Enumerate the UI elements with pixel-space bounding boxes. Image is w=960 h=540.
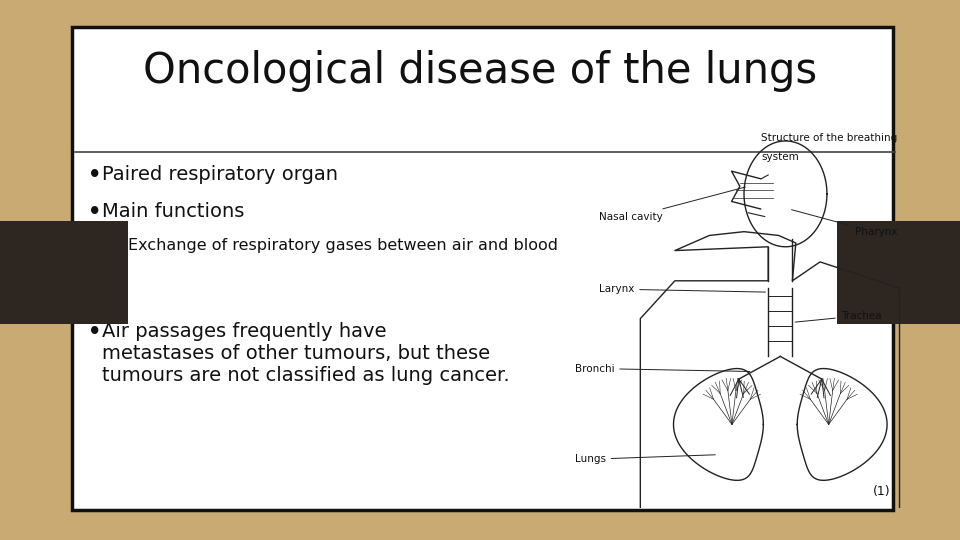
Text: (1): (1): [873, 485, 890, 498]
Text: Oncological disease of the lungs: Oncological disease of the lungs: [143, 50, 817, 92]
Text: Main functions: Main functions: [102, 202, 245, 221]
Text: •: •: [88, 322, 102, 342]
Text: •: •: [88, 202, 102, 222]
Text: Air passages frequently have
metastases of other tumours, but these
tumours are : Air passages frequently have metastases …: [102, 322, 510, 385]
Text: Lungs: Lungs: [575, 454, 715, 464]
Text: Trachea: Trachea: [795, 310, 881, 322]
Text: Larynx: Larynx: [599, 284, 765, 294]
Text: Pharynx: Pharynx: [792, 210, 897, 238]
Text: Bronchi: Bronchi: [575, 363, 750, 374]
Text: Structure of the breathing: Structure of the breathing: [761, 133, 898, 144]
Text: Nasal cavity: Nasal cavity: [599, 187, 746, 222]
Text: •: •: [115, 238, 126, 256]
Text: •: •: [88, 165, 102, 185]
Text: Exchange of respiratory gases between air and blood: Exchange of respiratory gases between ai…: [128, 238, 558, 253]
Text: Paired respiratory organ: Paired respiratory organ: [102, 165, 338, 184]
Text: system: system: [761, 152, 799, 163]
